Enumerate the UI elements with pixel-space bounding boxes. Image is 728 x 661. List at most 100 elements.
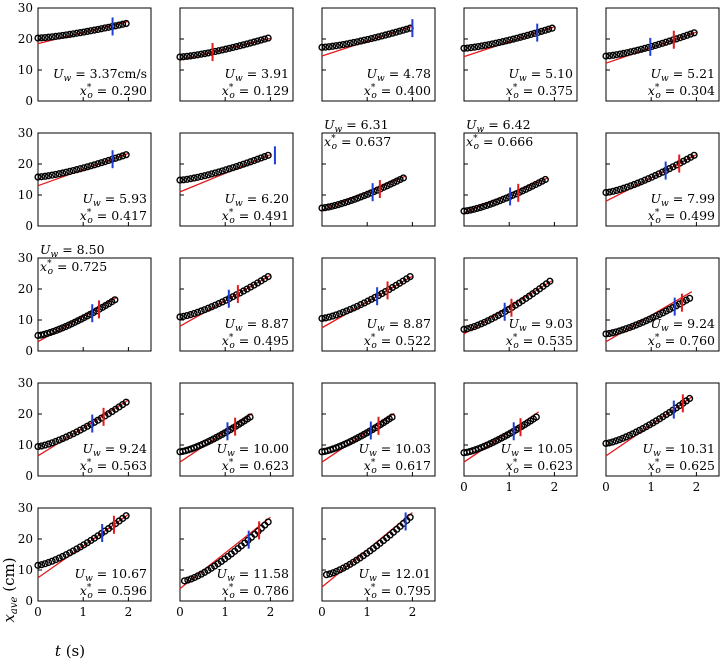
data-point: [179, 312, 188, 320]
data-point: [111, 296, 119, 304]
data-point: [605, 188, 614, 196]
panel-frame: [463, 382, 578, 477]
data-point: [218, 167, 226, 175]
data-point: [520, 32, 528, 40]
data-point: [59, 169, 67, 177]
data-point: [388, 283, 397, 292]
data-point: [183, 52, 191, 60]
data-point: [119, 152, 127, 160]
data-point: [353, 302, 361, 310]
data-point: [48, 439, 56, 447]
x-tick-label: 2: [551, 480, 559, 494]
y-tick-label: 0: [25, 594, 33, 608]
data-point: [612, 328, 620, 336]
data-point: [509, 35, 517, 43]
data-point: [73, 545, 81, 553]
uw-label: Uw = 8.50: [40, 242, 105, 260]
data-point: [527, 30, 535, 38]
data-point: [492, 198, 501, 206]
panel-22: 0 1 2 Uw = 11.58x* o = 0.786: [176, 507, 294, 619]
panel-16: 0 10 20 30 Uw = 9.24x* o = 0.563: [18, 376, 152, 483]
panel-10: Uw = 7.99x* o = 0.499: [602, 132, 720, 227]
data-point: [34, 34, 42, 42]
data-point: [346, 305, 354, 314]
data-point: [639, 318, 647, 326]
data-point: [641, 176, 649, 184]
data-point: [83, 27, 91, 36]
data-point: [94, 160, 102, 168]
y-tick-label: 30: [18, 126, 33, 140]
xo-label: x* o = 0.596: [80, 583, 147, 601]
data-point: [347, 196, 355, 205]
data-point: [261, 35, 269, 43]
data-point: [229, 293, 237, 301]
data-point: [548, 24, 556, 32]
data-point: [360, 191, 368, 200]
data-point: [180, 577, 189, 585]
data-point: [208, 303, 216, 311]
data-point: [481, 318, 489, 326]
panel-frame: [37, 257, 152, 352]
data-point: [264, 151, 272, 159]
panel-frame: [605, 257, 720, 352]
data-point: [264, 518, 272, 526]
data-point: [339, 40, 347, 49]
uw-label: Uw = 9.24: [650, 316, 715, 334]
data-point: [59, 552, 67, 561]
data-point: [467, 44, 475, 52]
data-point: [605, 439, 613, 447]
data-point: [374, 33, 383, 41]
data-point: [253, 279, 262, 287]
uw-label: Uw = 6.31: [324, 117, 389, 135]
data-point: [651, 41, 659, 50]
data-point: [460, 207, 468, 215]
data-point: [66, 431, 74, 439]
data-point: [634, 179, 642, 187]
panel-frame: [37, 507, 152, 602]
xo-label: x* o = 0.725: [40, 259, 107, 277]
data-point: [194, 308, 202, 316]
uw-label: Uw = 3.91: [224, 66, 289, 84]
data-point: [115, 153, 123, 161]
data-point: [104, 23, 113, 31]
data-point: [676, 34, 684, 42]
data-point: [325, 43, 333, 51]
data-point: [204, 304, 212, 312]
data-point: [679, 32, 688, 41]
data-point: [253, 37, 262, 45]
data-point: [59, 31, 67, 40]
data-point: [474, 43, 482, 51]
x-tick-label: 2: [125, 605, 133, 619]
data-point: [122, 512, 130, 520]
data-point: [325, 313, 333, 321]
data-point: [122, 151, 130, 159]
data-point: [229, 164, 237, 172]
data-point: [52, 437, 60, 446]
panel-19: 0 1 2 Uw = 10.05x* o = 0.623: [460, 382, 578, 494]
data-point: [264, 273, 272, 281]
uw-label: Uw = 9.24: [82, 441, 147, 459]
data-point: [184, 576, 192, 584]
data-point: [41, 33, 49, 42]
data-point: [69, 430, 77, 438]
data-point: [492, 39, 500, 47]
panel-4: Uw = 5.10x* o = 0.375: [460, 7, 578, 102]
panel-14: Uw = 9.03x* o = 0.535: [460, 257, 578, 352]
data-point: [37, 331, 45, 339]
data-point: [690, 29, 698, 37]
data-point: [318, 204, 326, 212]
panel-21: 0 10 20 30 0 1 2 Uw = 10.67x* o = 0.596: [18, 501, 152, 619]
data-point: [474, 321, 482, 329]
data-point: [350, 304, 358, 312]
data-point: [208, 170, 216, 178]
data-point: [318, 314, 326, 323]
data-point: [467, 324, 475, 332]
data-point: [243, 40, 251, 48]
data-point: [62, 168, 70, 176]
xo-label: x* o = 0.786: [222, 583, 289, 601]
xo-label: x* o = 0.623: [222, 458, 289, 476]
panel-frame: [179, 382, 294, 477]
data-point: [627, 182, 635, 190]
data-point: [186, 310, 195, 319]
data-point: [83, 422, 91, 430]
